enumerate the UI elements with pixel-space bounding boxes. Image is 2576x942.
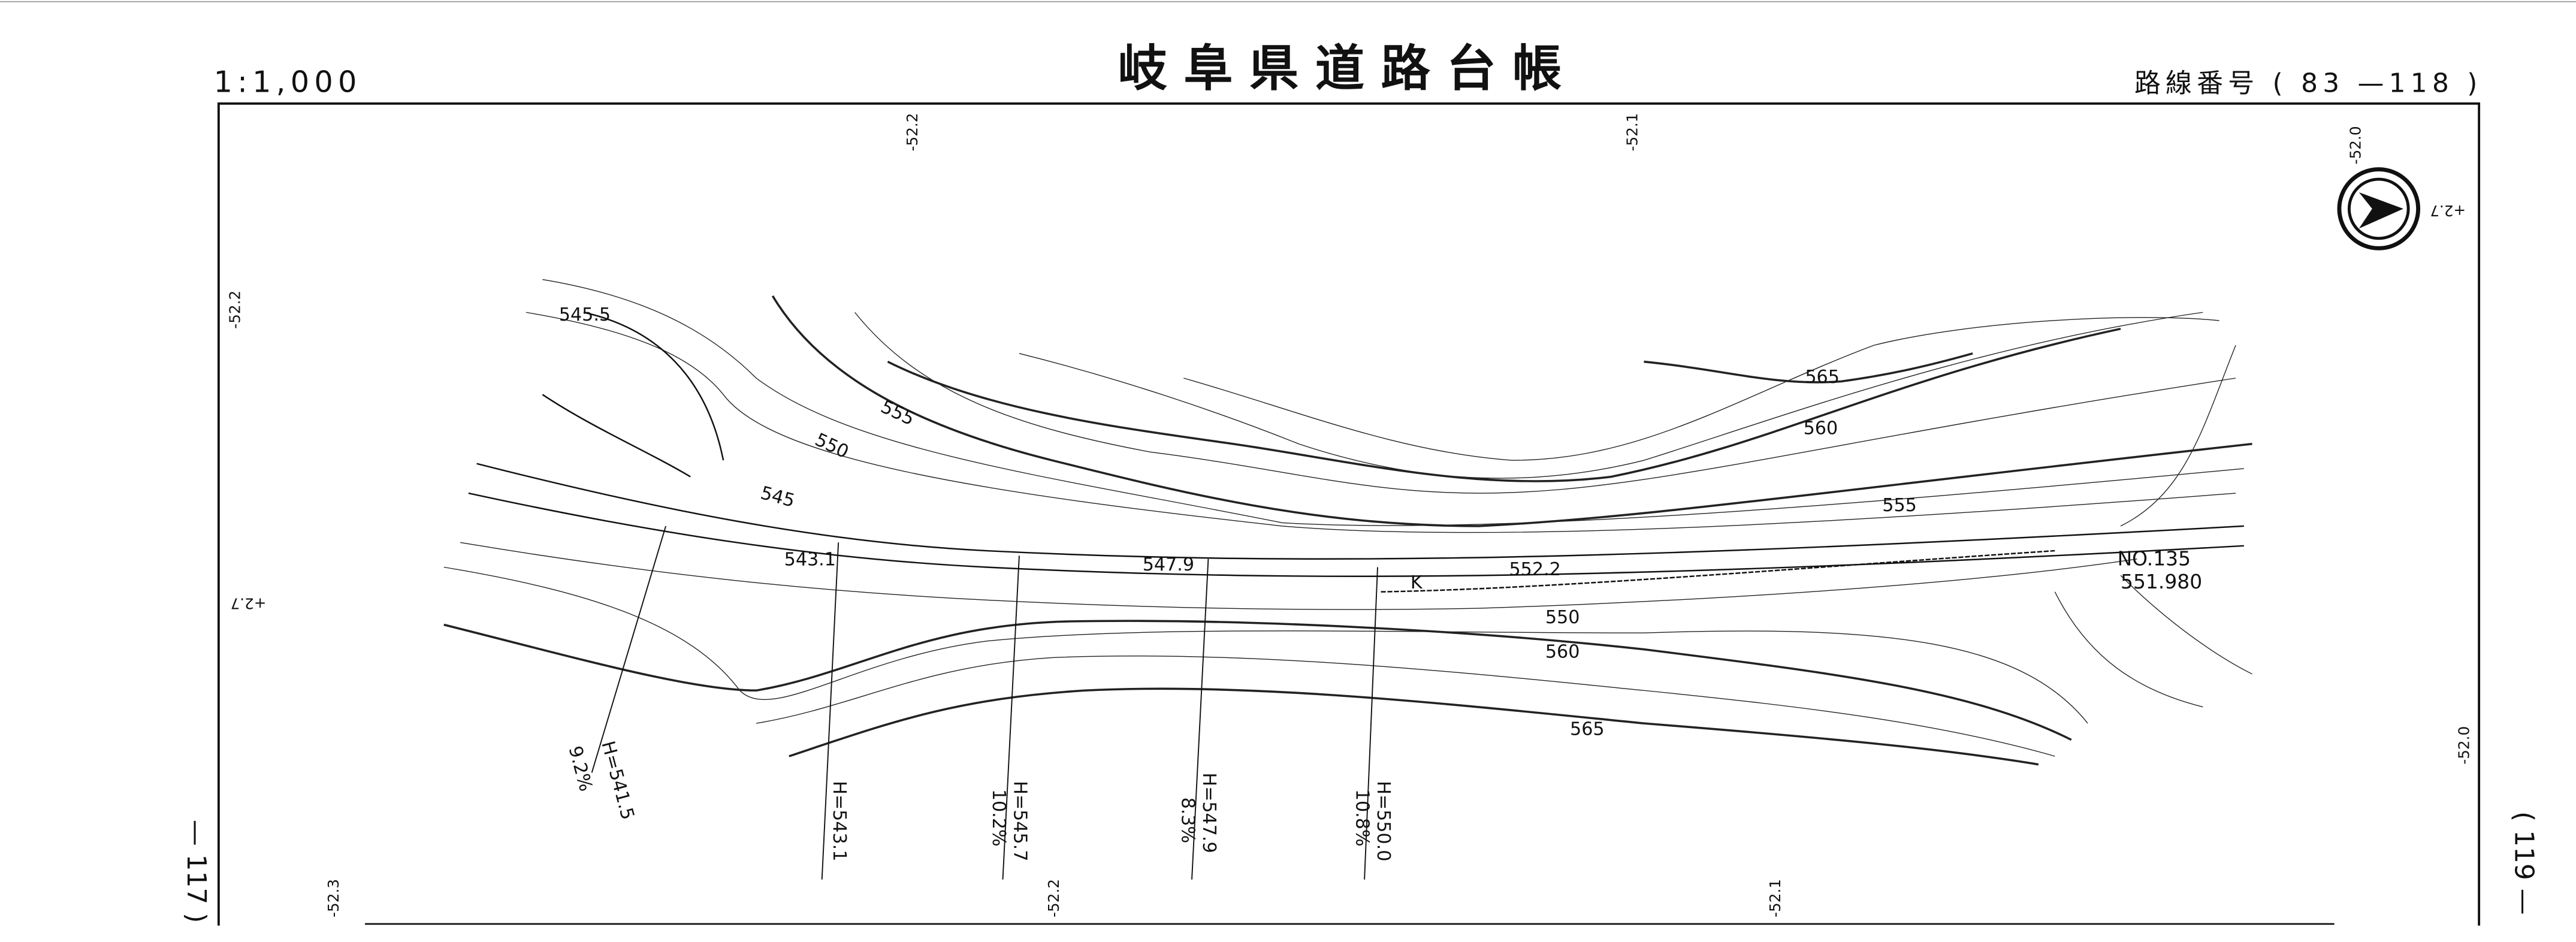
grid-coordinate: -52.1 xyxy=(1766,879,1784,917)
spot-height: 543.1 xyxy=(784,550,836,570)
profile-grade: 10.8% xyxy=(1351,789,1372,847)
profile-height: H=547.9 xyxy=(1198,772,1219,853)
profile-leaders xyxy=(591,526,1378,880)
contour-label: 555 xyxy=(1882,495,1917,516)
profile-height: H=543.1 xyxy=(829,781,850,861)
contour-lines xyxy=(443,279,2252,766)
contour-label: 560 xyxy=(1545,641,1580,662)
contour-label: 545.5 xyxy=(559,304,611,325)
contour-label: 545 xyxy=(758,482,797,512)
road xyxy=(468,312,2244,593)
next-sheet: ( 119 — xyxy=(2508,811,2539,915)
profile-height: H=545.7 xyxy=(1010,781,1031,861)
contour-label: 555 xyxy=(877,396,917,430)
profile-height: H=550.0 xyxy=(1373,781,1394,861)
marker: K xyxy=(1411,572,1423,593)
contour-label: 565 xyxy=(1805,367,1840,388)
grid-coordinate: +2.7 xyxy=(230,595,266,612)
grid-coordinate: -52.0 xyxy=(2347,126,2364,164)
profile-height: H=541.5 xyxy=(597,739,638,822)
grid-coordinate: -52.0 xyxy=(2456,726,2473,765)
grid-coordinate: +2.7 xyxy=(2430,202,2466,219)
grid-coordinate: -52.3 xyxy=(325,879,342,917)
grid-coordinate: -52.1 xyxy=(1623,113,1641,152)
station-number: NO.135 xyxy=(2118,547,2191,570)
north-arrow xyxy=(2337,167,2421,250)
map-frame xyxy=(217,102,2481,926)
contour-label: 560 xyxy=(1804,418,1838,439)
spot-height: 552.2 xyxy=(1509,559,1560,580)
grid-coordinate: -52.2 xyxy=(227,291,244,329)
scale: 1:1,000 xyxy=(214,65,362,99)
contour-label: 550 xyxy=(812,429,852,463)
profile-grade: 10.2% xyxy=(988,789,1009,847)
profile-grade: 8.3% xyxy=(1177,798,1198,844)
previous-sheet: — 117 ) xyxy=(181,820,212,923)
route-number: 路線番号 ( 83 —118 ) xyxy=(2134,68,2483,99)
station-elevation: 551.980 xyxy=(2121,570,2202,593)
contour-label: 565 xyxy=(1570,718,1605,739)
contour-label: 550 xyxy=(1545,607,1580,628)
spot-height: 547.9 xyxy=(1143,554,1194,575)
grid-coordinate: -52.2 xyxy=(1045,879,1062,917)
title: 岐阜県道路台帳 xyxy=(1118,41,1578,98)
profile-grade: 9.2% xyxy=(564,744,597,793)
grid-coordinate: -52.2 xyxy=(904,113,921,152)
